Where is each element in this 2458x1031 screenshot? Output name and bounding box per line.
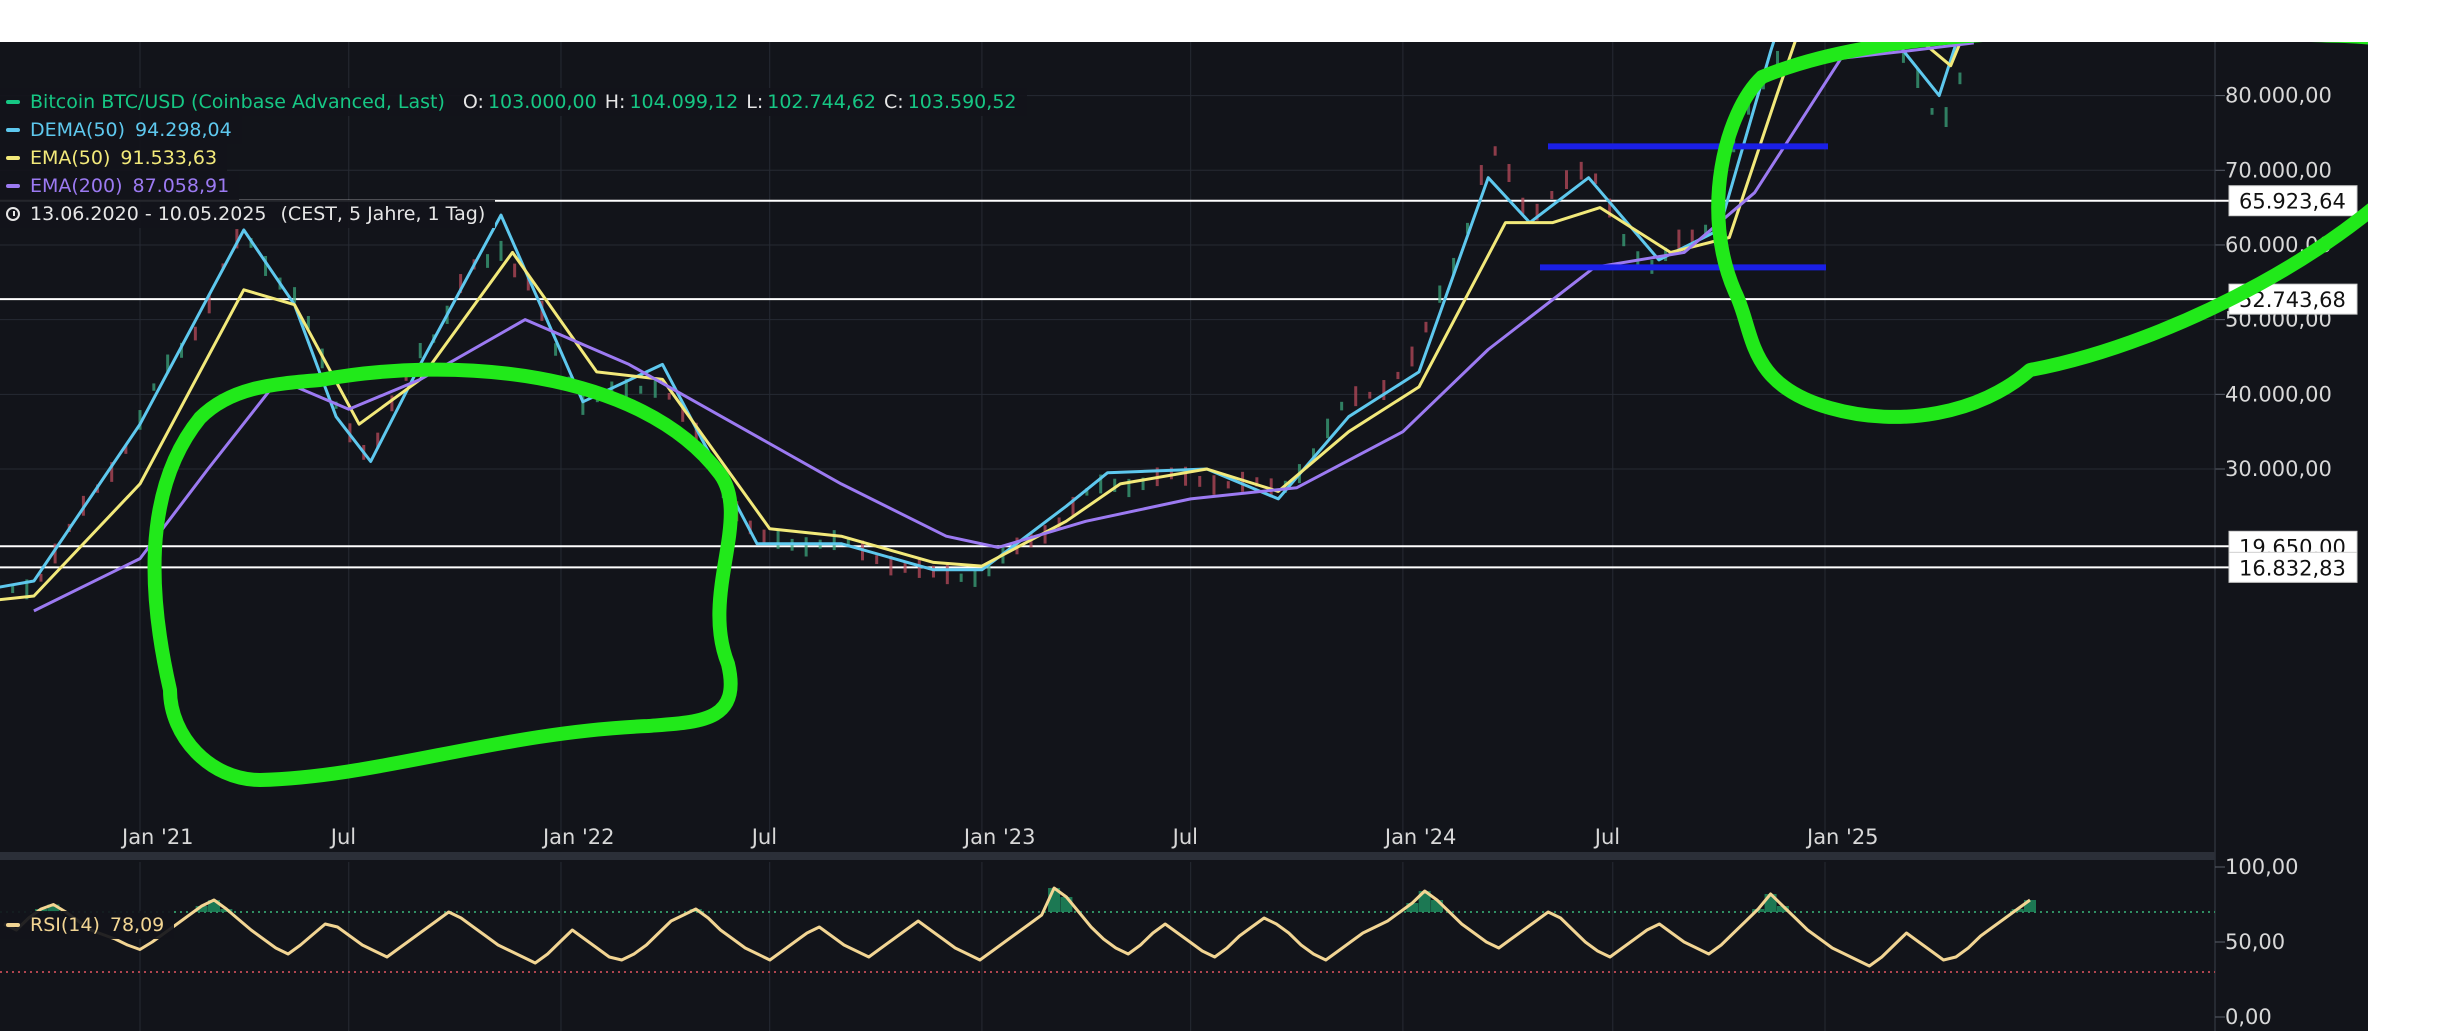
ema50-swatch-icon — [6, 156, 20, 160]
low-value: 102.744,62 — [767, 91, 877, 113]
low-key: L: — [746, 91, 764, 113]
ema50-name: EMA(50) — [30, 147, 111, 169]
ema50-value: 91.533,63 — [120, 147, 218, 169]
ema200-swatch-icon — [6, 184, 20, 188]
legend-rsi-row[interactable]: RSI(14) 78,09 — [0, 911, 175, 939]
rsi-y-tick-label: 100,00 — [2225, 855, 2298, 879]
date-range: 13.06.2020 - 10.05.2025 — [30, 203, 267, 225]
x-tick-label: Jul — [1171, 825, 1198, 849]
chart-canvas[interactable]: 30.000,0040.000,0050.000,0060.000,0070.0… — [0, 42, 2368, 1031]
y-tick-label: 80.000,00 — [2225, 84, 2332, 108]
series-line-ema50 — [0, 42, 1963, 602]
level-price-label: 16.832,83 — [2239, 556, 2346, 580]
green-annotation-circle — [147, 362, 738, 787]
close-key: C: — [884, 91, 904, 113]
rsi-y-tick-label: 50,00 — [2225, 930, 2285, 954]
rsi-overbought-fill — [1406, 903, 1419, 912]
x-tick-label: Jan '22 — [541, 825, 615, 849]
rsi-name: RSI(14) — [30, 914, 100, 936]
x-tick-label: Jul — [329, 825, 356, 849]
x-tick-label: Jul — [750, 825, 777, 849]
legend-range-row[interactable]: 13.06.2020 - 10.05.2025 (CEST, 5 Jahre, … — [0, 200, 496, 228]
rsi-value: 78,09 — [109, 914, 165, 936]
legend-dema-row[interactable]: DEMA(50) 94.298,04 — [0, 116, 242, 144]
level-price-box — [2228, 551, 2358, 583]
clock-icon — [6, 207, 20, 221]
open-key: O: — [462, 91, 484, 113]
series-line-ema200 — [33, 42, 1974, 613]
high-key: H: — [604, 91, 626, 113]
x-tick-label: Jan '25 — [1805, 825, 1879, 849]
legend-ema50-row[interactable]: EMA(50) 91.533,63 — [0, 144, 228, 172]
x-tick-label: Jan '24 — [1383, 825, 1457, 849]
trading-chart[interactable]: 30.000,00 40.000,00 50.000,00 60.000,00 70.0… — [0, 42, 2368, 1031]
rsi-overbought-fill — [1776, 906, 1789, 912]
y-tick-label: 30.000,00 — [2225, 457, 2332, 481]
legend-symbol-row[interactable]: Bitcoin BTC/USD (Coinbase Advanced, Last… — [0, 88, 1027, 116]
high-value: 104.099,12 — [629, 91, 739, 113]
dema-name: DEMA(50) — [30, 119, 126, 141]
level-price-box — [2228, 185, 2358, 217]
rsi-legend: RSI(14) 78,09 — [0, 911, 175, 939]
x-tick-label: Jul — [1593, 825, 1620, 849]
rsi-line — [3, 886, 2031, 968]
rsi-overbought-fill — [47, 904, 60, 912]
rsi-swatch-icon — [6, 923, 20, 927]
x-tick-label: Jan '21 — [120, 825, 194, 849]
open-value: 103.000,00 — [487, 91, 597, 113]
rsi-overbought-fill — [195, 906, 208, 912]
chart-legend: Bitcoin BTC/USD (Coinbase Advanced, Last… — [0, 88, 1027, 228]
close-value: 103.590,52 — [907, 91, 1017, 113]
level-price-label: 65.923,64 — [2239, 190, 2346, 214]
rsi-y-tick-label: 0,00 — [2225, 1005, 2272, 1029]
dema-value: 94.298,04 — [135, 119, 232, 141]
symbol-title: Bitcoin BTC/USD (Coinbase Advanced, Last… — [30, 91, 445, 113]
y-tick-label: 40.000,00 — [2225, 382, 2332, 406]
x-tick-label: Jan '23 — [962, 825, 1036, 849]
dema-swatch-icon — [6, 128, 20, 132]
rsi-overbought-fill — [1418, 891, 1431, 912]
green-annotation-circle — [1711, 42, 2368, 424]
ema200-value: 87.058,91 — [132, 175, 230, 197]
interval-note: (CEST, 5 Jahre, 1 Tag) — [280, 203, 486, 225]
symbol-swatch-icon — [6, 100, 20, 104]
pane-separator — [0, 852, 2215, 860]
legend-ema200-row[interactable]: EMA(200) 87.058,91 — [0, 172, 240, 200]
y-tick-label: 70.000,00 — [2225, 158, 2332, 182]
ema200-name: EMA(200) — [30, 175, 123, 197]
